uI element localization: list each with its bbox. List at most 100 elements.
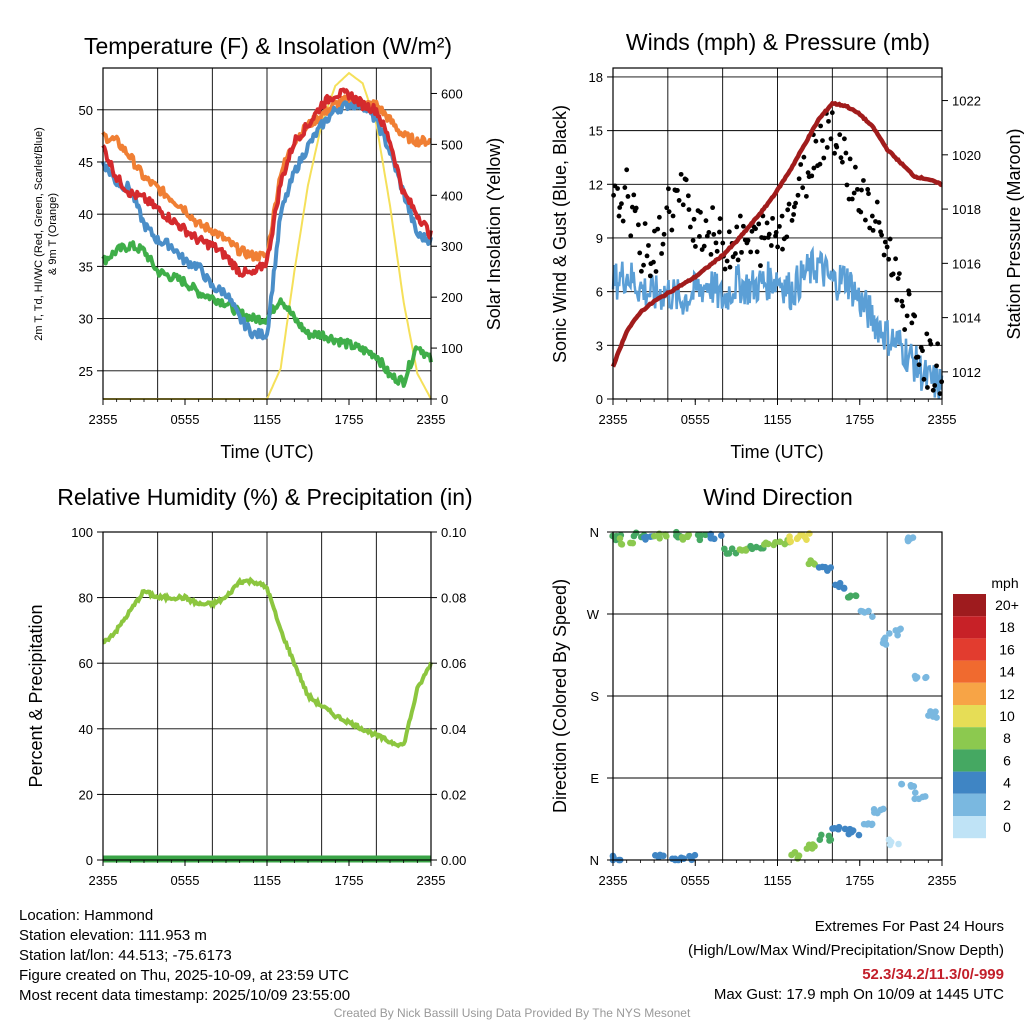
direction-point <box>927 708 934 715</box>
direction-point <box>818 831 825 839</box>
gust-point <box>935 341 941 347</box>
direction-point <box>748 545 756 553</box>
gust-point <box>615 186 620 191</box>
direction-point <box>794 855 802 862</box>
direction-point <box>898 780 905 788</box>
direction-point <box>904 537 912 545</box>
gust-point <box>713 240 719 246</box>
gust-point <box>861 178 866 183</box>
y-tick-label: 0.04 <box>441 722 466 737</box>
legend-swatch <box>953 727 986 750</box>
legend-swatch <box>953 771 986 794</box>
x-tick-label: 2355 <box>599 412 628 427</box>
direction-point <box>629 539 637 547</box>
y-tick-label: 200 <box>441 290 463 305</box>
gust-point <box>906 291 912 297</box>
gust-point <box>839 159 845 165</box>
wind-line <box>611 245 944 400</box>
direction-point <box>683 532 691 540</box>
direction-point <box>859 608 866 615</box>
gust-point <box>680 202 686 208</box>
gust-point <box>785 207 791 213</box>
gust-point <box>811 165 817 171</box>
gust-point <box>855 186 860 192</box>
legend-label: 20+ <box>995 597 1019 613</box>
gust-point <box>834 144 840 150</box>
gust-point <box>651 259 656 265</box>
gust-point <box>777 224 782 229</box>
humidity-series <box>102 576 433 863</box>
gust-point <box>862 217 868 223</box>
gust-point <box>678 171 684 177</box>
direction-point <box>855 831 863 839</box>
direction-point <box>886 841 894 849</box>
direction-point <box>886 630 893 637</box>
direction-point <box>846 593 853 601</box>
gust-point <box>669 227 675 233</box>
y-tick-label: N <box>590 853 599 868</box>
gust-point <box>622 185 628 190</box>
pressure-line <box>610 100 943 368</box>
winds-title: Winds (mph) & Pressure (mb) <box>626 29 930 55</box>
y-tick-label: 0.08 <box>441 591 466 606</box>
gust-point <box>704 233 710 239</box>
gust-point <box>909 320 915 326</box>
humidity-panel: Relative Humidity (%) & Precipitation (i… <box>26 484 473 888</box>
direction-point <box>911 789 919 796</box>
legend-swatch <box>953 816 986 839</box>
gust-point <box>717 229 722 235</box>
gust-point <box>847 156 853 162</box>
gust-point <box>638 268 644 274</box>
gust-point <box>666 186 671 192</box>
gust-point <box>711 232 717 237</box>
direction-point <box>895 840 902 848</box>
gust-point <box>766 231 772 237</box>
direction-point <box>852 592 860 600</box>
gust-point <box>866 191 871 197</box>
direction-point <box>630 532 638 540</box>
gust-point <box>852 164 858 170</box>
gust-point <box>625 194 631 199</box>
station-elevation: Station elevation: 111.953 m <box>19 927 207 944</box>
gust-point <box>762 235 767 241</box>
direction-point <box>911 795 919 803</box>
x-tick-label: 0555 <box>681 873 710 888</box>
gust-point <box>801 154 807 160</box>
gust-point <box>754 249 760 255</box>
direction-point <box>807 557 814 564</box>
y-tick-label: 45 <box>79 155 93 170</box>
gust-point <box>690 238 696 243</box>
y-tick-label: 100 <box>441 341 463 356</box>
winds-x-ticks: 2355 0555 1155 1755 2355 <box>599 399 956 427</box>
direction-point <box>913 673 921 681</box>
temperature-panel: Temperature (F) & Insolation (W/m²) 25 30… <box>33 33 504 462</box>
legend-swatch <box>953 616 986 639</box>
gust-point <box>644 253 650 259</box>
gust-point <box>791 212 797 217</box>
gust-point <box>851 190 857 196</box>
y-tick-label: 1018 <box>952 202 981 217</box>
legend-label: 16 <box>999 641 1015 657</box>
gust-point <box>685 193 691 199</box>
gust-point <box>620 218 626 224</box>
direction-point <box>897 625 904 633</box>
gust-point <box>890 271 896 277</box>
direction-point <box>697 532 705 539</box>
gust-point <box>631 192 637 198</box>
gust-point <box>683 177 689 183</box>
temperature-x-ticks: 2355 0555 1155 1755 2355 <box>89 399 445 427</box>
gust-point <box>869 213 875 219</box>
gust-point <box>722 266 728 272</box>
temperature-y2-ticks: 0 100 200 300 400 500 600 <box>431 86 463 407</box>
legend-swatch <box>953 793 986 816</box>
temp-line <box>101 87 433 278</box>
direction-point <box>868 821 875 829</box>
y-tick-label: 1022 <box>952 94 981 109</box>
legend-label: 8 <box>1003 730 1011 746</box>
direction-ylabel: Direction (Colored By Speed) <box>550 579 570 813</box>
gust-point <box>617 205 623 210</box>
y-tick-label: 12 <box>589 177 603 192</box>
gust-point <box>870 227 876 233</box>
gust-point <box>896 271 902 276</box>
